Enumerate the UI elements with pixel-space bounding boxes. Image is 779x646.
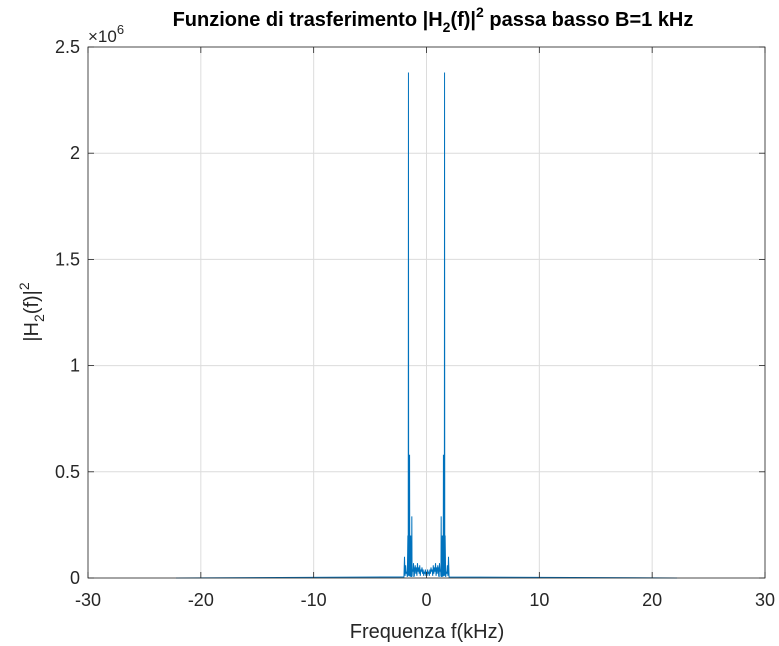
y-tick-labels: 0 0.5 1 1.5 2 2.5 bbox=[55, 37, 80, 588]
x-tick-labels: -30 -20 -10 0 10 20 30 bbox=[75, 590, 775, 610]
y-axis-label: |H2(f)|2 bbox=[16, 282, 47, 342]
x-tick-label: -30 bbox=[75, 590, 101, 610]
y-tick-label: 1.5 bbox=[55, 249, 80, 269]
x-tick-label: 0 bbox=[421, 590, 431, 610]
x-tick-label: 10 bbox=[529, 590, 549, 610]
y-exponent-label: ×106 bbox=[88, 22, 124, 46]
y-tick-label: 2 bbox=[70, 143, 80, 163]
x-axis-label: Frequenza f(kHz) bbox=[350, 621, 505, 643]
y-tick-label: 0.5 bbox=[55, 462, 80, 482]
y-tick-label: 2.5 bbox=[55, 37, 80, 57]
axes bbox=[87, 46, 766, 579]
chart-title: Funzione di trasferimento |H2(f)|2 passa… bbox=[173, 4, 694, 35]
y-tick-label: 0 bbox=[70, 568, 80, 588]
data-series bbox=[176, 72, 677, 579]
x-tick-label: -10 bbox=[301, 590, 327, 610]
x-tick-label: 20 bbox=[642, 590, 662, 610]
y-tick-label: 1 bbox=[70, 356, 80, 376]
x-tick-label: -20 bbox=[188, 590, 214, 610]
series-line bbox=[176, 72, 677, 579]
x-tick-label: 30 bbox=[755, 590, 775, 610]
